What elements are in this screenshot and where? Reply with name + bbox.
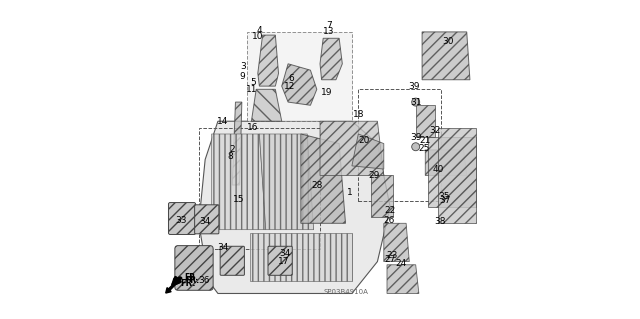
Text: 29: 29 xyxy=(369,171,380,180)
Polygon shape xyxy=(320,38,342,80)
Text: 27: 27 xyxy=(385,256,396,264)
Text: 30: 30 xyxy=(442,37,453,46)
Polygon shape xyxy=(258,35,278,86)
Text: SP03B4910A: SP03B4910A xyxy=(323,289,368,295)
Bar xyxy=(358,89,441,201)
Polygon shape xyxy=(428,137,476,207)
FancyBboxPatch shape xyxy=(268,246,292,275)
Polygon shape xyxy=(371,175,394,217)
FancyBboxPatch shape xyxy=(168,203,196,234)
Text: 4: 4 xyxy=(257,26,262,35)
Text: 18: 18 xyxy=(353,110,364,119)
Text: 36: 36 xyxy=(198,276,209,285)
Text: 39: 39 xyxy=(408,82,420,91)
Ellipse shape xyxy=(412,143,420,151)
Text: 38: 38 xyxy=(434,217,445,226)
Text: 34: 34 xyxy=(279,249,291,258)
Polygon shape xyxy=(232,102,242,185)
Bar xyxy=(199,128,320,249)
Text: 32: 32 xyxy=(429,126,440,135)
Text: 15: 15 xyxy=(233,195,244,204)
FancyBboxPatch shape xyxy=(175,246,213,290)
Text: FR.: FR. xyxy=(186,276,200,285)
Text: 39: 39 xyxy=(410,133,422,142)
Polygon shape xyxy=(320,121,384,175)
Text: 22: 22 xyxy=(385,206,396,215)
Text: 11: 11 xyxy=(246,85,257,94)
Text: 21: 21 xyxy=(420,136,431,145)
Text: 28: 28 xyxy=(311,181,323,189)
FancyBboxPatch shape xyxy=(195,205,219,234)
Text: 5: 5 xyxy=(250,78,256,87)
Text: 13: 13 xyxy=(323,27,334,36)
Text: 33: 33 xyxy=(175,216,187,225)
Polygon shape xyxy=(352,134,384,169)
Ellipse shape xyxy=(412,98,420,106)
Polygon shape xyxy=(252,89,282,121)
Text: 34: 34 xyxy=(200,217,211,226)
Text: 2: 2 xyxy=(230,145,235,154)
Polygon shape xyxy=(425,150,467,175)
Text: 34: 34 xyxy=(217,243,228,252)
Text: 40: 40 xyxy=(433,165,444,174)
Polygon shape xyxy=(384,223,410,262)
FancyBboxPatch shape xyxy=(220,246,244,275)
Text: 35: 35 xyxy=(438,192,450,201)
Polygon shape xyxy=(246,32,352,121)
Text: 6: 6 xyxy=(289,74,294,83)
Text: FR.: FR. xyxy=(184,273,198,282)
Polygon shape xyxy=(259,134,314,230)
Polygon shape xyxy=(301,134,346,223)
Text: 8: 8 xyxy=(227,152,233,161)
Text: 24: 24 xyxy=(396,259,407,268)
Text: 26: 26 xyxy=(383,216,394,225)
Text: 17: 17 xyxy=(278,257,289,266)
FancyArrow shape xyxy=(166,277,182,293)
Polygon shape xyxy=(282,64,317,105)
Text: 12: 12 xyxy=(284,82,296,91)
Polygon shape xyxy=(212,134,266,230)
Text: 7: 7 xyxy=(326,21,332,30)
Polygon shape xyxy=(199,121,390,293)
Text: 23: 23 xyxy=(386,251,397,260)
Text: 31: 31 xyxy=(410,98,422,107)
Text: 37: 37 xyxy=(439,197,451,205)
Text: 1: 1 xyxy=(348,189,353,197)
Text: FR.: FR. xyxy=(180,279,196,288)
Text: 3: 3 xyxy=(241,63,246,71)
Polygon shape xyxy=(416,105,435,137)
Text: 19: 19 xyxy=(321,88,332,97)
Text: 25: 25 xyxy=(418,144,429,153)
Text: 9: 9 xyxy=(239,72,244,81)
Text: 20: 20 xyxy=(358,136,370,145)
Polygon shape xyxy=(250,233,352,281)
Polygon shape xyxy=(422,32,470,80)
Text: 14: 14 xyxy=(217,117,228,126)
Polygon shape xyxy=(438,128,476,223)
Text: 16: 16 xyxy=(247,123,259,132)
Polygon shape xyxy=(387,265,419,293)
Text: 10: 10 xyxy=(252,32,264,41)
